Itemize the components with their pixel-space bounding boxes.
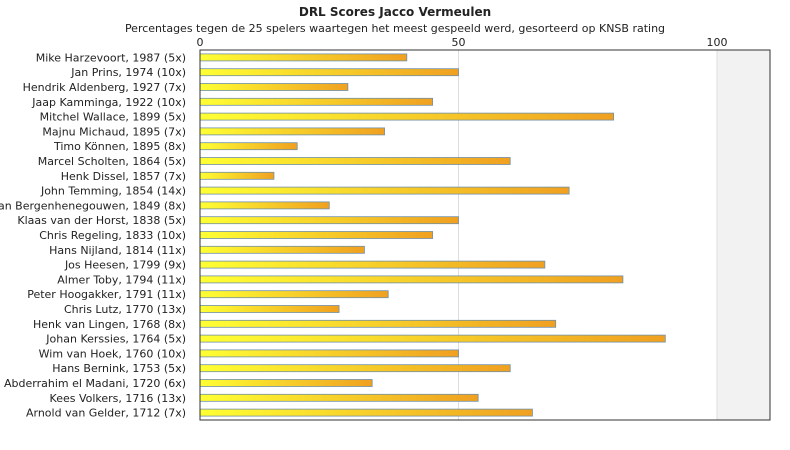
bar <box>199 157 511 165</box>
category-label: Mitchel Wallace, 1899 (5x) <box>40 111 186 124</box>
bar <box>199 127 385 136</box>
x-tick-label: 0 <box>197 36 204 49</box>
bar <box>199 83 349 91</box>
bar <box>199 231 434 239</box>
category-label: Johan Kerssies, 1764 (5x) <box>45 333 186 346</box>
bar <box>199 334 666 343</box>
category-label: Mike Harzevoort, 1987 (5x) <box>36 51 186 64</box>
plot-band <box>717 50 770 420</box>
category-label: Chris Regeling, 1833 (10x) <box>39 229 186 242</box>
bar <box>199 364 511 373</box>
bar <box>199 216 459 225</box>
bar <box>199 97 434 106</box>
category-label: Peter Hoogakker, 1791 (11x) <box>27 288 186 301</box>
bar <box>199 112 615 121</box>
bar <box>199 305 340 313</box>
bar <box>199 349 459 358</box>
category-label: Klaas van der Horst, 1838 (5x) <box>17 214 186 227</box>
bar <box>199 68 459 77</box>
category-label: Hans Bernink, 1753 (5x) <box>52 362 186 375</box>
bar <box>199 275 624 284</box>
bar <box>199 171 275 180</box>
category-label: Henk van Lingen, 1768 (8x) <box>33 318 186 331</box>
category-label: Arnold van Gelder, 1712 (7x) <box>26 407 186 420</box>
bar <box>199 260 546 269</box>
category-label: Wim van Hoek, 1760 (10x) <box>39 347 186 360</box>
category-label: Marcel Scholten, 1864 (5x) <box>38 155 186 168</box>
category-label: Jos Heesen, 1799 (9x) <box>64 259 186 272</box>
bar <box>199 319 557 328</box>
plot-border <box>199 49 771 421</box>
category-label: Chris Lutz, 1770 (13x) <box>64 303 186 316</box>
category-label: Abderrahim el Madani, 1720 (6x) <box>4 377 186 390</box>
bar <box>199 379 373 387</box>
bar <box>199 393 479 402</box>
bar <box>199 142 298 151</box>
bar <box>199 186 570 195</box>
chart-title: DRL Scores Jacco Vermeulen <box>298 5 492 19</box>
category-label: Jan van Bergenhenegouwen, 1849 (8x) <box>0 199 186 212</box>
bar <box>199 53 408 62</box>
category-label: Kees Volkers, 1716 (13x) <box>50 392 186 405</box>
category-label: Henk Dissel, 1857 (7x) <box>61 170 186 183</box>
x-tick-label: 100 <box>707 36 728 49</box>
category-label: Timo Können, 1895 (8x) <box>53 140 186 153</box>
category-label: Jan Prins, 1974 (10x) <box>70 66 186 79</box>
bar <box>199 290 389 299</box>
category-label: Hendrik Aldenberg, 1927 (7x) <box>23 81 186 94</box>
category-label: John Temming, 1854 (14x) <box>40 185 186 198</box>
category-label: Almer Toby, 1794 (11x) <box>57 273 186 286</box>
bar <box>199 408 533 417</box>
x-tick-label: 50 <box>452 36 466 49</box>
chart-subtitle: Percentages tegen de 25 spelers waartege… <box>124 22 666 35</box>
bar <box>199 201 330 210</box>
bar <box>199 245 365 254</box>
category-label: Majnu Michaud, 1895 (7x) <box>42 125 186 138</box>
category-label: Hans Nijland, 1814 (11x) <box>49 244 186 257</box>
category-label: Jaap Kamminga, 1922 (10x) <box>31 96 186 109</box>
